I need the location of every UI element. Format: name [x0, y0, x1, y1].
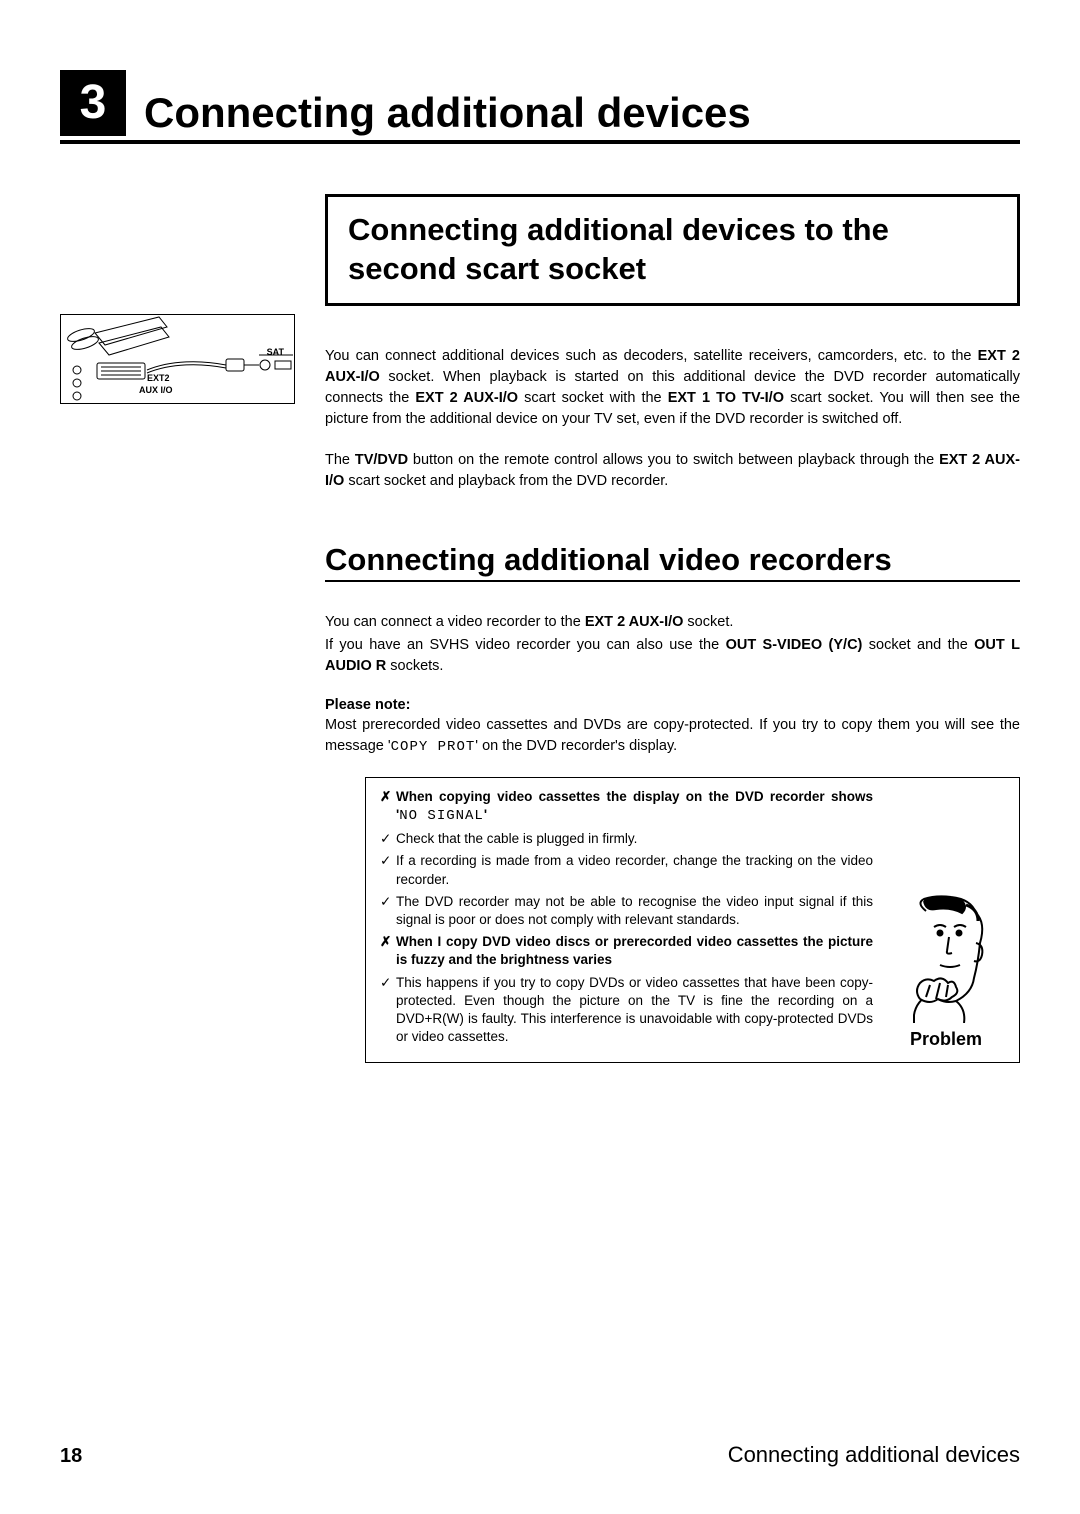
text: The	[325, 452, 355, 468]
text: Check that the cable is plugged in firml…	[396, 830, 637, 848]
page-footer: 18 Connecting additional devices	[60, 1442, 1020, 1468]
thinking-face-icon	[896, 893, 996, 1023]
connection-diagram: SAT EXT2 AUX I/O	[60, 314, 295, 404]
cross-icon: ✗	[380, 933, 396, 969]
problem-answer: ✓ This happens if you try to copy DVDs o…	[380, 974, 873, 1047]
problem-question-2: ✗ When I copy DVD video discs or prereco…	[380, 933, 873, 969]
problem-content: ✗ When copying video cassettes the displ…	[380, 788, 873, 1051]
check-icon: ✓	[380, 830, 396, 848]
problem-question-1: ✗ When copying video cassettes the displ…	[380, 788, 873, 826]
text: socket and the	[862, 637, 974, 653]
bold-text: EXT 1 TO TV-I/O	[668, 390, 784, 406]
text: You can connect additional devices such …	[325, 348, 978, 364]
text: scart socket and playback from the DVD r…	[344, 473, 668, 489]
section2-paragraph1: You can connect a video recorder to the …	[325, 612, 1020, 633]
footer-title: Connecting additional devices	[728, 1442, 1020, 1468]
section1-paragraph2: The TV/DVD button on the remote control …	[325, 450, 1020, 492]
bold-text: EXT 2 AUX-I/O	[415, 390, 518, 406]
please-note-label: Please note:	[325, 697, 1020, 713]
section1-heading-box: Connecting additional devices to the sec…	[325, 194, 1020, 306]
chapter-badge: 3	[60, 70, 126, 136]
section2-heading: Connecting additional video recorders	[325, 542, 1020, 582]
text: socket.	[683, 614, 733, 630]
main-column: Connecting additional devices to the sec…	[325, 194, 1020, 1063]
problem-label: Problem	[910, 1029, 982, 1050]
diagram-sat-label: SAT	[267, 347, 284, 357]
page-header: 3 Connecting additional devices	[60, 70, 1020, 144]
problem-answer: ✓ If a recording is made from a video re…	[380, 852, 873, 888]
cross-icon: ✗	[380, 788, 396, 826]
text: sockets.	[386, 658, 443, 674]
chapter-title: Connecting additional devices	[144, 92, 751, 136]
text: When copying video cassettes the display…	[396, 788, 873, 826]
text: '	[484, 807, 487, 822]
note-paragraph: Most prerecorded video cassettes and DVD…	[325, 715, 1020, 757]
bold-text: EXT 2 AUX-I/O	[585, 614, 684, 630]
page-number: 18	[60, 1445, 82, 1468]
section1-paragraph1: You can connect additional devices such …	[325, 346, 1020, 430]
lcd-text: COPY PROT	[391, 739, 476, 755]
check-icon: ✓	[380, 852, 396, 888]
text: scart socket with the	[518, 390, 668, 406]
problem-side: Problem	[887, 788, 1005, 1051]
text: button on the remote control allows you …	[408, 452, 939, 468]
text: If you have an SVHS video recorder you c…	[325, 637, 726, 653]
check-icon: ✓	[380, 893, 396, 929]
text: ' on the DVD recorder's display.	[475, 738, 677, 754]
problem-answer: ✓ Check that the cable is plugged in fir…	[380, 830, 873, 848]
lcd-text: NO SIGNAL	[399, 808, 484, 824]
problem-answer: ✓ The DVD recorder may not be able to re…	[380, 893, 873, 929]
content-row: SAT EXT2 AUX I/O Connecting additional d…	[60, 194, 1020, 1063]
text: If a recording is made from a video reco…	[396, 852, 873, 888]
text: The DVD recorder may not be able to reco…	[396, 893, 873, 929]
text: You can connect a video recorder to the	[325, 614, 585, 630]
diagram-aux-label: AUX I/O	[139, 385, 173, 395]
bold-text: TV/DVD	[355, 452, 408, 468]
chapter-number: 3	[80, 79, 107, 127]
text: This happens if you try to copy DVDs or …	[396, 974, 873, 1047]
bold-text: OUT S-VIDEO (Y/C)	[726, 637, 863, 653]
text: When I copy DVD video discs or prerecord…	[396, 933, 873, 969]
section1-heading: Connecting additional devices to the sec…	[348, 211, 997, 289]
section2-paragraph2: If you have an SVHS video recorder you c…	[325, 635, 1020, 677]
problem-box: ✗ When copying video cassettes the displ…	[365, 777, 1020, 1064]
check-icon: ✓	[380, 974, 396, 1047]
diagram-ext2-label: EXT2	[147, 373, 170, 383]
sidebar: SAT EXT2 AUX I/O	[60, 194, 295, 1063]
